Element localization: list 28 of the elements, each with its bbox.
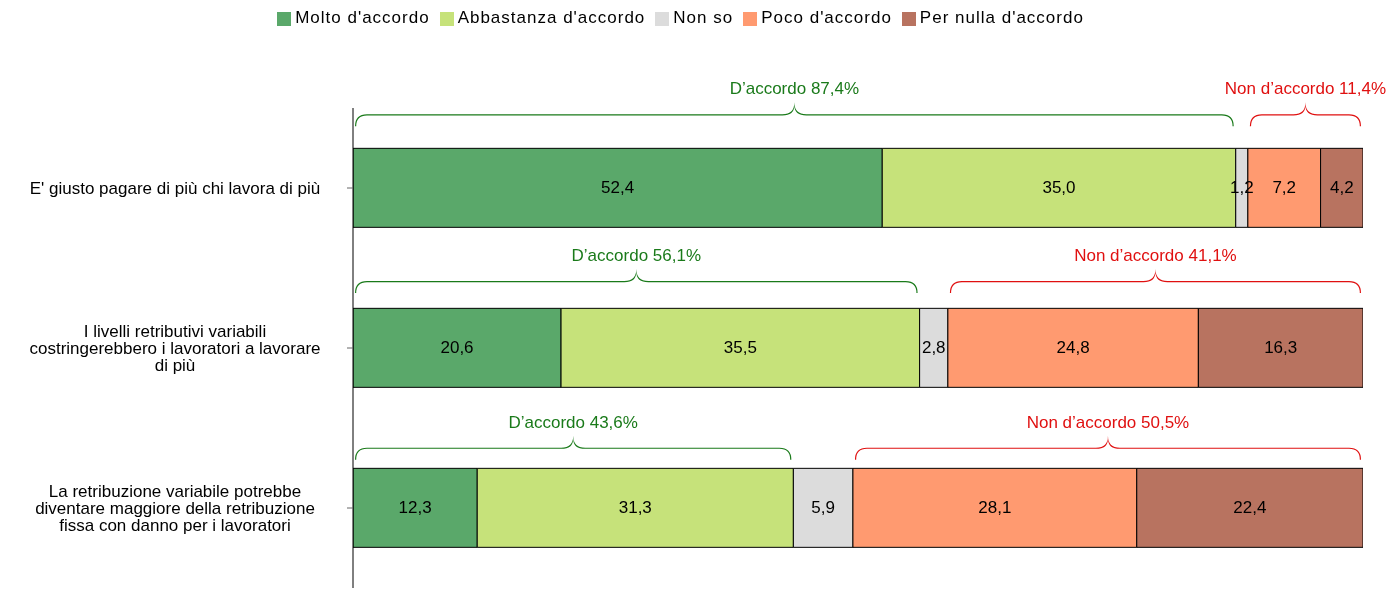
data-label: 5,9 [811,498,835,518]
data-label: 12,3 [398,498,432,518]
data-label: 28,1 [978,498,1012,518]
annotation: Non d’accordo 41,1% [1074,246,1237,265]
data-label: 4,2 [1329,178,1354,198]
annotation: Non d’accordo 50,5% [1026,412,1190,432]
data-label: 20,6 [440,338,474,358]
y-tick-label: E' giusto pagare di più chi lavora di più [29,179,321,199]
annotation: D’accordo 56,1% [571,246,702,265]
data-label: 2,8 [921,338,946,358]
data-label: 52,4 [601,178,635,198]
y-tick-label: La retribuzione variabile potrebbe diventare maggiore della retribuzione fissa con danno per i lavoratori [35,482,315,536]
legend-label: Non so [673,8,734,27]
data-label: 35,5 [723,338,757,358]
data-label: 7,2 [1272,178,1297,198]
data-label: 31,3 [618,498,652,518]
data-label: 24,8 [1056,338,1090,358]
data-label: 35,0 [1042,178,1076,198]
data-label: 16,3 [1264,338,1298,358]
annotation: D’accordo 43,6% [508,412,638,432]
text: Non d’accordo 11,4% [1224,79,1387,99]
legend-label: Abbastanza d'accordo [457,8,646,27]
legend-label: Molto d'accordo [295,8,430,27]
data-label: 22,4 [1233,498,1267,518]
text: D’accordo 87,4% [729,79,860,99]
y-tick-label: I livelli retributivi variabili costringerebbero i lavoratori a lavorare di più [29,322,321,376]
legend-label: Per nulla d'accordo [919,8,1084,27]
legend-label: Poco d'accordo [761,8,892,27]
